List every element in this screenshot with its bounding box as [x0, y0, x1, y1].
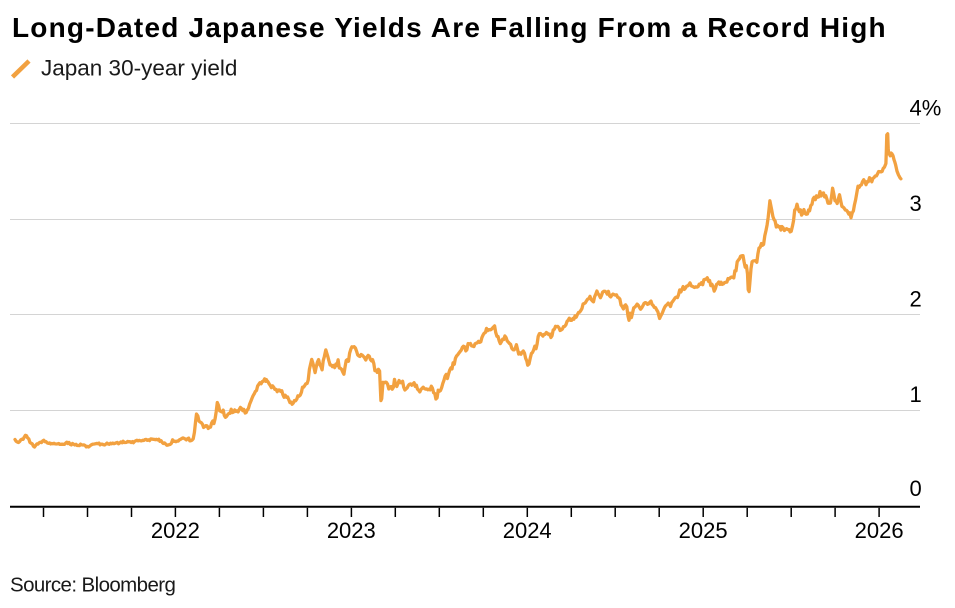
svg-text:2023: 2023: [327, 518, 376, 543]
svg-text:Source: Bloomberg: Source: Bloomberg: [10, 573, 175, 596]
svg-text:2025: 2025: [679, 518, 728, 543]
svg-text:2022: 2022: [151, 518, 200, 543]
svg-text:2024: 2024: [503, 518, 552, 543]
svg-text:3: 3: [910, 191, 922, 216]
svg-text:2: 2: [910, 287, 922, 312]
svg-text:0: 0: [910, 476, 922, 501]
svg-text:1: 1: [910, 382, 922, 407]
svg-text:4%: 4%: [910, 95, 942, 120]
svg-text:Japan 30-year yield: Japan 30-year yield: [41, 55, 237, 80]
svg-text:2026: 2026: [855, 518, 904, 543]
svg-text:Long-Dated Japanese Yields Are: Long-Dated Japanese Yields Are Falling F…: [12, 12, 887, 43]
